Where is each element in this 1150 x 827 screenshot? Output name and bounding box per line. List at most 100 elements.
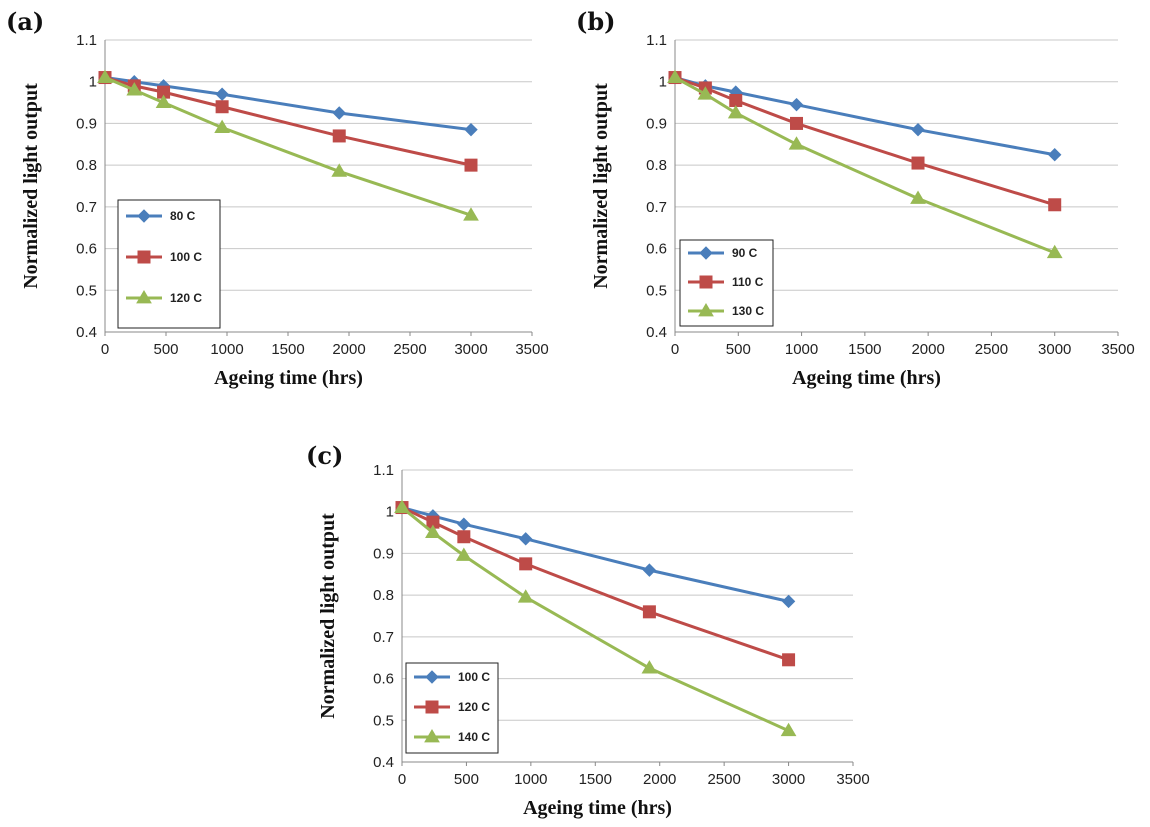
x-tick-label: 1500 <box>848 341 881 358</box>
x-axis-title: Ageing time (hrs) <box>792 367 941 389</box>
x-tick-label: 3000 <box>454 341 487 358</box>
x-tick-label: 1000 <box>514 771 547 788</box>
x-tick-label: 2000 <box>332 341 365 358</box>
series-3 <box>98 71 478 221</box>
y-axis-title: Normalized light output <box>317 513 339 719</box>
y-tick-label: 0.8 <box>646 157 667 174</box>
x-tick-label: 3500 <box>1101 341 1134 358</box>
x-tick-label: 3000 <box>772 771 805 788</box>
y-tick-label: 1.1 <box>76 32 97 49</box>
legend-entry: 100 C <box>458 670 490 684</box>
data-point <box>791 117 803 129</box>
chart-panel-2: (b) 0.4 0.5 0.6 0.7 0.8 0.9 1 1.1 0 500 1000 1500 200… <box>576 7 1135 389</box>
y-tick-label: 1 <box>89 74 97 91</box>
chart-panel-3: (c) 0.4 0.5 0.6 0.7 0.8 0.9 1 1.1 0 500 1000 1500 200… <box>306 441 870 819</box>
x-tick-label: 0 <box>398 771 406 788</box>
data-point <box>458 531 470 543</box>
panel-label: (c) <box>306 441 343 470</box>
series-2 <box>396 502 795 666</box>
x-tick-label: 0 <box>671 341 679 358</box>
x-tick-label: 2500 <box>707 771 740 788</box>
x-tick-label: 500 <box>153 341 178 358</box>
legend-entry: 80 C <box>170 209 196 223</box>
y-tick-label: 1.1 <box>373 462 394 479</box>
x-axis-title: Ageing time (hrs) <box>214 367 363 389</box>
data-point <box>643 564 655 576</box>
series-3 <box>668 71 1062 258</box>
x-tick-label: 3000 <box>1038 341 1071 358</box>
series-1 <box>99 72 477 136</box>
legend-entry: 120 C <box>170 291 202 305</box>
data-point <box>465 124 477 136</box>
y-tick-label: 0.4 <box>76 324 97 341</box>
x-axis-title: Ageing time (hrs) <box>523 797 672 819</box>
x-tick-label: 1000 <box>785 341 818 358</box>
legend-entry: 100 C <box>170 250 202 264</box>
y-tick-label: 0.7 <box>646 199 667 216</box>
data-point <box>912 157 924 169</box>
y-tick-label: 0.7 <box>373 629 394 646</box>
series-1 <box>669 72 1061 161</box>
y-axis-title: Normalized light output <box>590 83 612 289</box>
x-tick-label: 500 <box>726 341 751 358</box>
data-point <box>1049 149 1061 161</box>
y-tick-label: 0.4 <box>373 754 394 771</box>
y-tick-label: 1 <box>659 74 667 91</box>
data-point <box>333 107 345 119</box>
x-tick-label: 0 <box>101 341 109 358</box>
data-point <box>791 99 803 111</box>
data-point <box>1049 199 1061 211</box>
data-point <box>458 518 470 530</box>
legend-marker <box>700 276 712 288</box>
y-tick-label: 0.7 <box>76 199 97 216</box>
x-tick-label: 2000 <box>911 341 944 358</box>
x-tick-label: 2000 <box>643 771 676 788</box>
data-point <box>465 159 477 171</box>
x-tick-label: 3500 <box>836 771 869 788</box>
data-point <box>520 558 532 570</box>
data-point <box>643 606 655 618</box>
data-point <box>912 124 924 136</box>
data-point <box>520 533 532 545</box>
y-tick-label: 0.8 <box>373 587 394 604</box>
chart-panel-1: (a) 0.4 0.5 0.6 0.7 0.8 0.9 1 1.1 0 500 1000 1500 200… <box>6 7 549 389</box>
y-tick-label: 0.5 <box>646 282 667 299</box>
x-tick-label: 1000 <box>210 341 243 358</box>
legend: 80 C 100 C 120 C <box>118 200 220 328</box>
x-tick-label: 1500 <box>271 341 304 358</box>
y-tick-label: 0.5 <box>373 712 394 729</box>
y-tick-label: 0.6 <box>76 241 97 258</box>
x-tick-label: 2500 <box>393 341 426 358</box>
data-point <box>729 106 743 118</box>
x-tick-label: 500 <box>454 771 479 788</box>
data-point <box>730 94 742 106</box>
panel-label: (b) <box>576 7 616 36</box>
data-point <box>216 101 228 113</box>
data-point <box>783 654 795 666</box>
panel-label: (a) <box>6 7 44 36</box>
data-point <box>642 661 656 673</box>
legend-entry: 140 C <box>458 730 490 744</box>
y-tick-label: 0.8 <box>76 157 97 174</box>
legend-entry: 110 C <box>732 275 764 289</box>
y-tick-label: 0.6 <box>373 671 394 688</box>
data-point <box>216 88 228 100</box>
y-tick-label: 0.6 <box>646 241 667 258</box>
legend: 100 C 120 C 140 C <box>406 663 498 753</box>
y-tick-label: 0.9 <box>76 115 97 132</box>
data-point <box>783 595 795 607</box>
y-tick-label: 0.9 <box>646 115 667 132</box>
y-tick-label: 1.1 <box>646 32 667 49</box>
y-tick-label: 0.4 <box>646 324 667 341</box>
y-axis-title: Normalized light output <box>20 83 42 289</box>
x-tick-label: 2500 <box>975 341 1008 358</box>
y-tick-label: 1 <box>386 504 394 521</box>
legend-entry: 130 C <box>732 304 764 318</box>
x-tick-label: 3500 <box>515 341 548 358</box>
legend-box <box>118 200 220 328</box>
data-point <box>519 590 533 602</box>
x-tick-label: 1500 <box>579 771 612 788</box>
y-tick-label: 0.5 <box>76 282 97 299</box>
legend-entry: 120 C <box>458 700 490 714</box>
